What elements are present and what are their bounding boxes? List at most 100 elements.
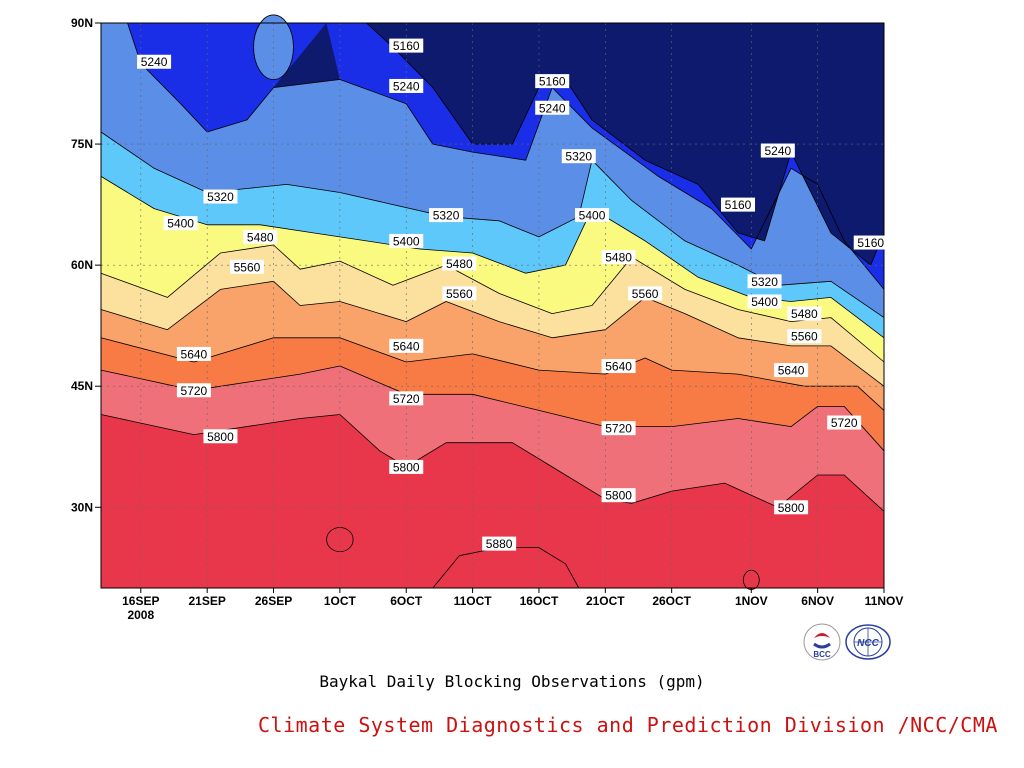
contour-label-bg-10	[243, 229, 278, 244]
ncc-logo: NCC	[844, 622, 892, 666]
fill-5160-5240	[326, 23, 884, 290]
contour-line-5480	[100, 244, 885, 363]
contour-label-bg-5	[561, 149, 596, 164]
contour-label-20: 5320	[751, 275, 778, 289]
contour-label-29: 5720	[393, 392, 420, 406]
y-tick-label-0: 30N	[71, 500, 93, 514]
contour-label-13: 5480	[446, 257, 473, 271]
contour-line-5640	[100, 337, 885, 411]
contour-label-bg-23	[787, 329, 822, 344]
plot-frame	[100, 22, 885, 589]
x-tick-label-6: 16OCT	[520, 594, 559, 608]
contour-label-14: 5160	[725, 198, 752, 212]
contour-label-bg-2	[389, 78, 424, 93]
contour-label-0: 5240	[141, 55, 168, 69]
contour-label-5: 5320	[565, 150, 592, 164]
contour-label-bg-11	[229, 259, 264, 274]
chart-title: Baykal Daily Blocking Observations (gpm)	[319, 672, 705, 691]
contour-label-34: 5800	[605, 489, 632, 503]
x-tick-label-2: 26SEP	[255, 594, 292, 608]
contour-label-11: 5560	[234, 260, 261, 274]
contour-lines	[100, 22, 885, 589]
contour-label-bg-3	[535, 74, 570, 89]
contour-label-bg-9	[575, 208, 610, 223]
contour-label-12: 5400	[393, 234, 420, 248]
contour-label-19: 5560	[632, 287, 659, 301]
x-tick-label-9: 1NOV	[735, 594, 768, 608]
contour-label-bg-28	[176, 383, 211, 398]
contour-label-bg-18	[442, 286, 477, 301]
contour-label-bg-30	[601, 421, 636, 436]
fill-above-5880	[432, 547, 579, 588]
contour-label-bg-1	[389, 38, 424, 53]
bcc-logo-text: BCC	[813, 650, 831, 659]
ncc-logo-text: NCC	[857, 638, 879, 649]
contour-label-bg-22	[787, 306, 822, 321]
x-tick-label-5: 11OCT	[454, 594, 493, 608]
y-tick-label-1: 45N	[71, 379, 93, 393]
x-tick-label-10: 6NOV	[801, 594, 834, 608]
x-tick-label-1: 21SEP	[188, 594, 225, 608]
contour-label-4: 5240	[539, 101, 566, 115]
x-tick-label-0: 16SEP	[122, 594, 159, 608]
contour-label-31: 5720	[831, 416, 858, 430]
contour-fills	[101, 23, 884, 588]
contour-label-bg-31	[827, 415, 862, 430]
contour-label-bg-35	[774, 500, 809, 515]
contour-line-5560	[100, 280, 885, 387]
contour-label-bg-17	[601, 250, 636, 265]
contour-label-bg-27	[774, 363, 809, 378]
contour-label-6: 5320	[207, 190, 234, 204]
contour-label-bg-36	[482, 536, 517, 551]
contour-label-17: 5480	[605, 251, 632, 265]
contour-label-9: 5400	[579, 209, 606, 223]
contour-label-bg-26	[601, 359, 636, 374]
contour-label-bg-16	[853, 235, 888, 250]
contour-line-5800	[100, 414, 885, 512]
contour-label-bg-4	[535, 100, 570, 115]
contour-label-21: 5400	[751, 295, 778, 309]
y-tick-label-2: 60N	[71, 258, 93, 272]
contour-label-15: 5240	[764, 144, 791, 158]
contour-label-bg-24	[176, 346, 211, 361]
contour-label-7: 5400	[167, 217, 194, 231]
contour-label-bg-8	[429, 208, 464, 223]
contour-label-bg-19	[628, 286, 663, 301]
contour-label-bg-12	[389, 233, 424, 248]
contour-line-5880	[432, 547, 580, 589]
contour-label-bg-34	[601, 488, 636, 503]
contour-label-30: 5720	[605, 422, 632, 436]
contour-label-18: 5560	[446, 287, 473, 301]
x-year-label: 2008	[127, 608, 154, 622]
contour-label-25: 5640	[393, 339, 420, 353]
contour-label-bg-15	[760, 143, 795, 158]
contour-label-23: 5560	[791, 330, 818, 344]
x-tick-label-3: 1OCT	[324, 594, 357, 608]
contour-label-35: 5800	[778, 501, 805, 515]
contour-label-bg-20	[747, 274, 782, 289]
contour-line-5720	[100, 365, 885, 452]
contour-label-8: 5320	[433, 209, 460, 223]
contour-label-24: 5640	[181, 347, 208, 361]
contour-label-bg-0	[137, 54, 172, 69]
contour-label-bg-7	[163, 216, 198, 231]
y-tick-label-4: 90N	[71, 16, 93, 30]
contour-label-bg-13	[442, 256, 477, 271]
x-tick-label-4: 6OCT	[390, 594, 423, 608]
x-tick-label-11: 11NOV	[865, 594, 904, 608]
contour-label-22: 5480	[791, 307, 818, 321]
contour-label-32: 5800	[207, 430, 234, 444]
y-tick-label-3: 75N	[71, 137, 93, 151]
contour-label-bg-6	[203, 189, 238, 204]
organization-line: Climate System Diagnostics and Predictio…	[258, 713, 998, 737]
contour-label-bg-32	[203, 429, 238, 444]
contour-line-5160	[366, 22, 885, 266]
contour-label-28: 5720	[181, 384, 208, 398]
contour-label-27: 5640	[778, 364, 805, 378]
x-tick-label-8: 26OCT	[652, 594, 691, 608]
contour-label-bg-14	[721, 197, 756, 212]
contour-label-bg-21	[747, 294, 782, 309]
contour-label-26: 5640	[605, 360, 632, 374]
fill-above-5800	[101, 414, 884, 588]
